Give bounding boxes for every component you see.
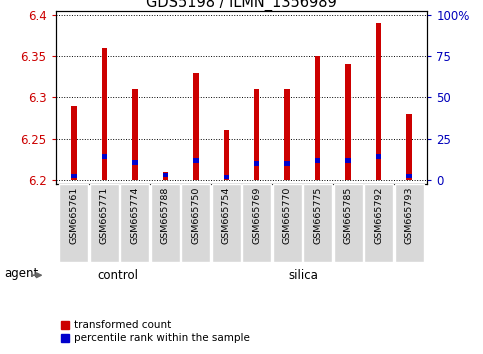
Text: GSM665792: GSM665792 <box>374 187 383 244</box>
Bar <box>71 105 77 180</box>
Text: GSM665775: GSM665775 <box>313 187 322 244</box>
Bar <box>193 73 199 180</box>
Bar <box>345 64 351 180</box>
Bar <box>151 184 180 262</box>
Bar <box>273 184 302 262</box>
Bar <box>242 184 271 262</box>
Text: GSM665785: GSM665785 <box>344 187 353 244</box>
Bar <box>406 114 412 180</box>
Bar <box>101 154 107 159</box>
Bar <box>132 160 138 165</box>
Text: GSM665769: GSM665769 <box>252 187 261 244</box>
Bar <box>303 184 332 262</box>
Bar <box>163 172 168 177</box>
Text: GSM665771: GSM665771 <box>100 187 109 244</box>
Bar <box>181 184 210 262</box>
Bar <box>163 172 168 180</box>
Bar <box>71 174 77 178</box>
Bar <box>376 154 382 159</box>
Bar <box>254 161 259 166</box>
Text: GSM665761: GSM665761 <box>70 187 78 244</box>
Bar <box>395 184 424 262</box>
Text: silica: silica <box>288 269 318 282</box>
Bar <box>120 184 149 262</box>
Bar <box>364 184 393 262</box>
Bar <box>284 89 290 180</box>
Text: agent: agent <box>4 267 39 280</box>
Bar <box>90 184 119 262</box>
Bar <box>376 23 382 180</box>
Legend: transformed count, percentile rank within the sample: transformed count, percentile rank withi… <box>61 320 250 343</box>
Bar <box>212 184 241 262</box>
Bar <box>254 89 259 180</box>
Title: GDS5198 / ILMN_1356989: GDS5198 / ILMN_1356989 <box>146 0 337 11</box>
Bar <box>59 184 88 262</box>
Text: GSM665770: GSM665770 <box>283 187 292 244</box>
Bar <box>224 130 229 180</box>
Text: GSM665774: GSM665774 <box>130 187 139 244</box>
Bar <box>345 159 351 164</box>
Text: GSM665793: GSM665793 <box>405 187 413 244</box>
Text: GSM665788: GSM665788 <box>161 187 170 244</box>
Bar <box>315 56 320 180</box>
Bar <box>334 184 363 262</box>
Bar <box>315 159 320 164</box>
Text: control: control <box>97 269 138 282</box>
Bar <box>224 175 229 179</box>
Text: GSM665750: GSM665750 <box>191 187 200 244</box>
Bar <box>132 89 138 180</box>
Bar <box>193 159 199 164</box>
Bar <box>101 48 107 180</box>
Bar <box>284 161 290 166</box>
Text: GSM665754: GSM665754 <box>222 187 231 244</box>
Bar <box>406 174 412 178</box>
